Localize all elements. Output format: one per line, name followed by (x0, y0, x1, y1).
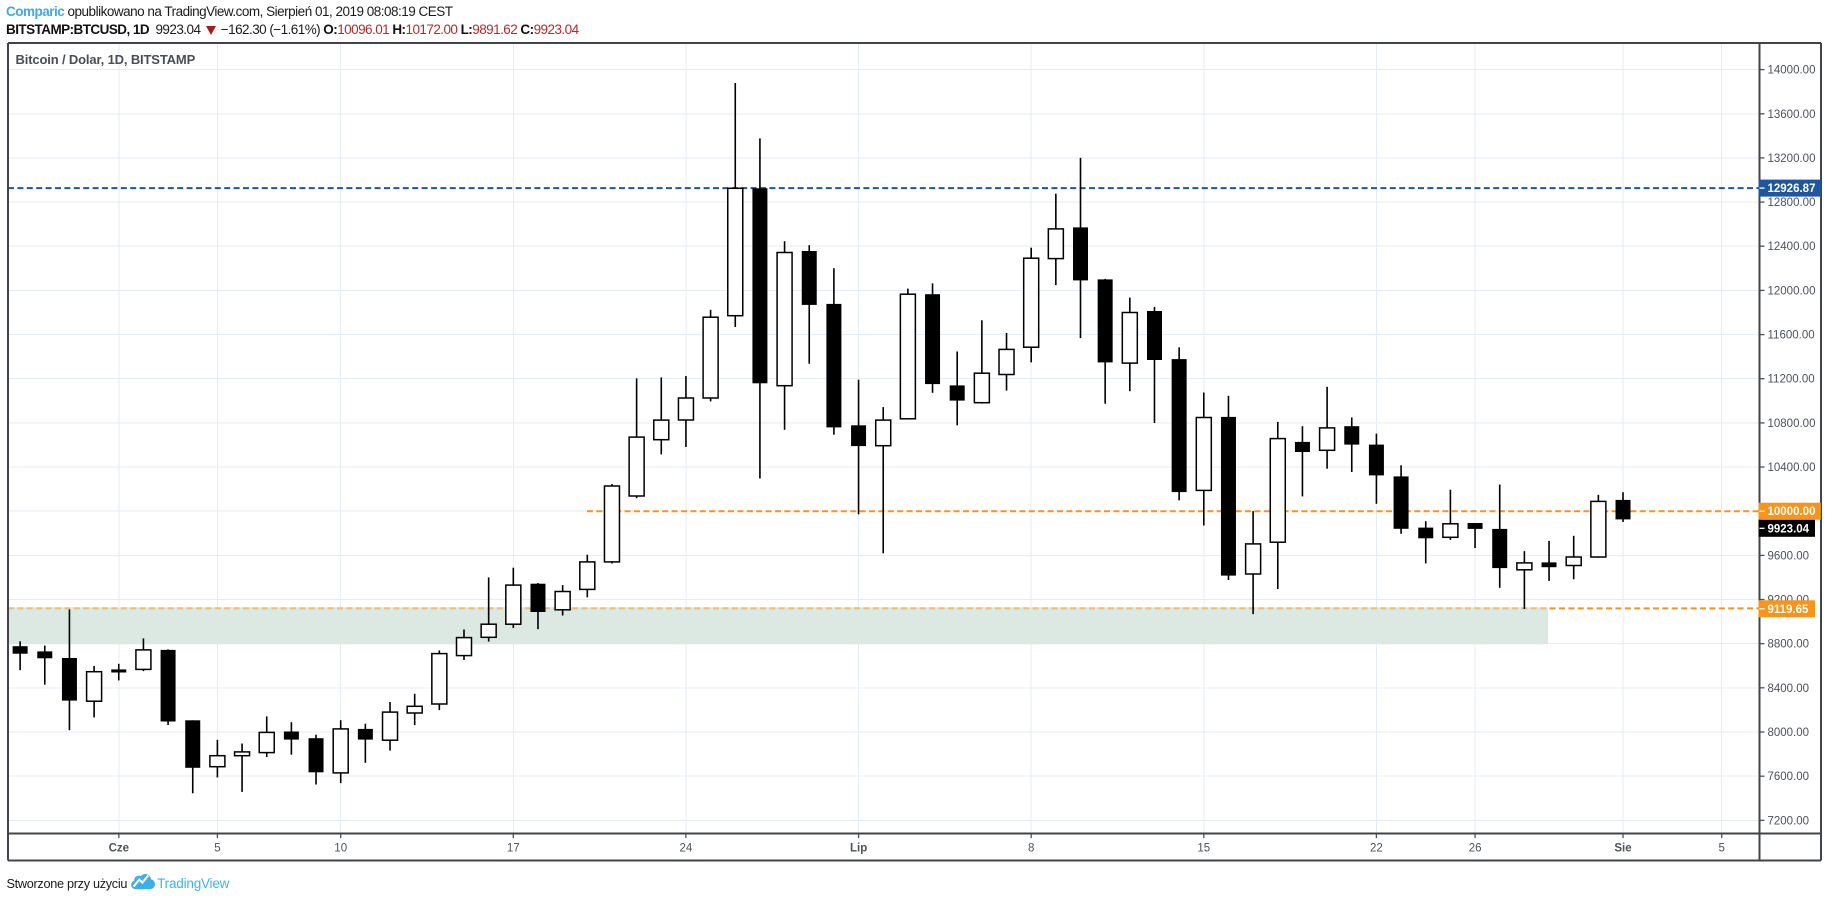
svg-text:15: 15 (1197, 843, 1210, 855)
svg-text:17: 17 (507, 843, 520, 855)
svg-text:12926.87: 12926.87 (1768, 183, 1816, 195)
svg-text:10: 10 (334, 843, 347, 855)
svg-text:12000.00: 12000.00 (1768, 285, 1816, 297)
svg-text:5: 5 (214, 843, 220, 855)
svg-text:9119.65: 9119.65 (1768, 604, 1810, 616)
svg-text:13600.00: 13600.00 (1768, 109, 1816, 121)
svg-text:13200.00: 13200.00 (1768, 153, 1816, 165)
svg-text:Lip: Lip (850, 843, 867, 855)
svg-text:10400.00: 10400.00 (1768, 462, 1816, 474)
svg-text:10000.00: 10000.00 (1768, 506, 1816, 518)
svg-text:9600.00: 9600.00 (1768, 550, 1810, 562)
svg-text:Sie: Sie (1614, 843, 1631, 855)
svg-text:12400.00: 12400.00 (1768, 241, 1816, 253)
svg-text:9923.04: 9923.04 (1768, 523, 1810, 535)
svg-text:Cze: Cze (109, 843, 129, 855)
svg-text:11600.00: 11600.00 (1768, 330, 1815, 342)
svg-text:22: 22 (1370, 843, 1383, 855)
svg-text:8000.00: 8000.00 (1768, 727, 1810, 739)
svg-text:11200.00: 11200.00 (1768, 374, 1815, 386)
svg-text:7200.00: 7200.00 (1768, 815, 1810, 827)
svg-text:8800.00: 8800.00 (1768, 639, 1810, 651)
svg-text:10800.00: 10800.00 (1768, 418, 1816, 430)
svg-text:8400.00: 8400.00 (1768, 683, 1810, 695)
svg-text:12800.00: 12800.00 (1768, 197, 1816, 209)
svg-text:7600.00: 7600.00 (1768, 771, 1810, 783)
svg-text:26: 26 (1469, 843, 1482, 855)
svg-text:8: 8 (1028, 843, 1034, 855)
svg-text:24: 24 (680, 843, 693, 855)
svg-text:5: 5 (1718, 843, 1724, 855)
svg-text:14000.00: 14000.00 (1768, 65, 1816, 77)
